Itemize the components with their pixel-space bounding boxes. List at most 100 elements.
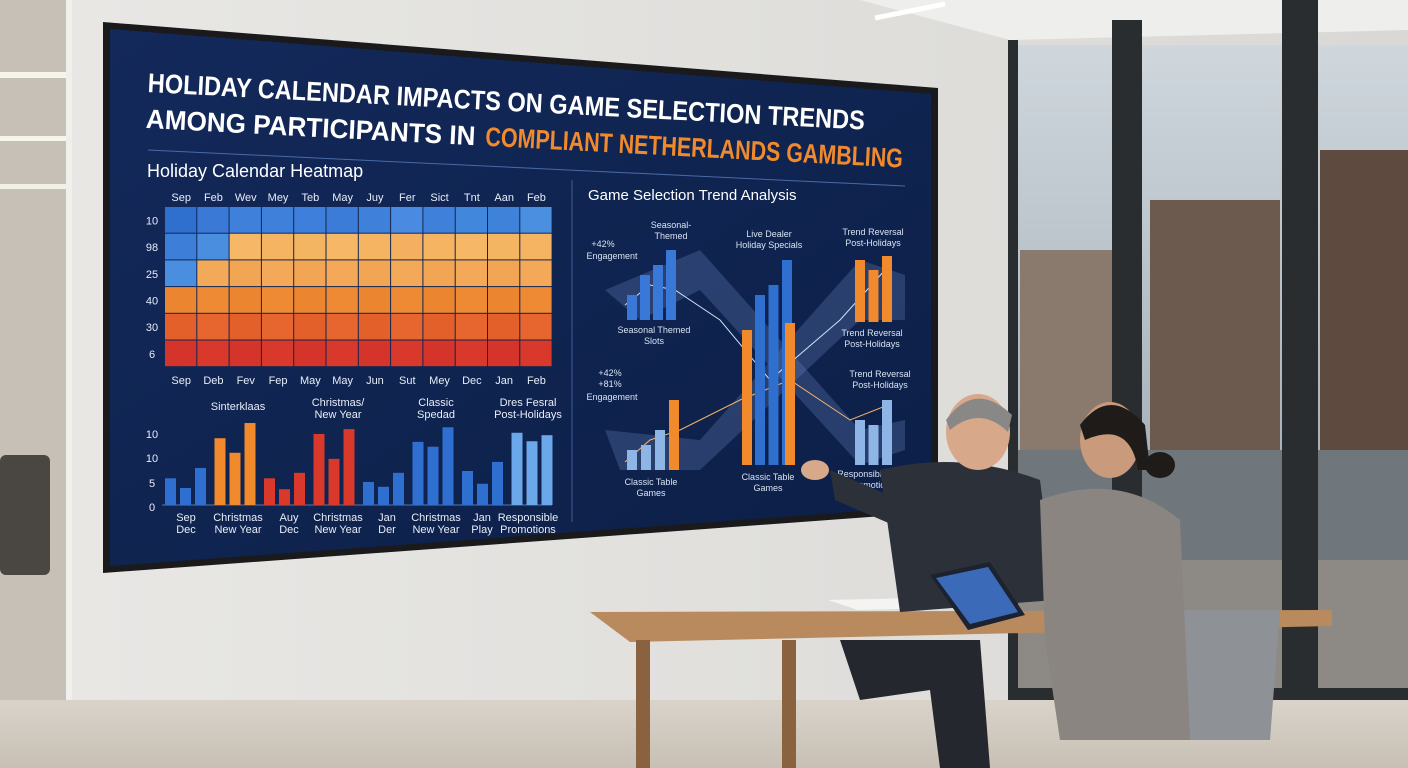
trend-bar xyxy=(669,400,679,470)
trend-bar xyxy=(868,425,879,465)
label: Sep xyxy=(176,512,196,524)
bar xyxy=(165,478,176,505)
bar xyxy=(180,488,191,505)
trend-line xyxy=(624,379,889,463)
heatmap-row-label: 6 xyxy=(149,349,155,361)
heatmap-cell xyxy=(488,340,520,367)
heatmap-cell xyxy=(455,287,487,313)
heatmap-cell xyxy=(294,260,326,287)
wall-edge xyxy=(66,0,72,768)
window-frame xyxy=(1008,40,1018,700)
label: Jan xyxy=(473,512,491,524)
heatmap-cell xyxy=(197,233,229,260)
label: Games xyxy=(636,488,666,498)
trend-bar xyxy=(641,445,651,470)
heatmap-cell xyxy=(520,260,552,287)
heatmap-col-label: Sep xyxy=(171,192,191,204)
heatmap-cell xyxy=(326,207,358,233)
trend-bar xyxy=(666,250,676,320)
label: Auy xyxy=(280,512,299,524)
table-leg xyxy=(782,640,796,768)
heatmap-cell xyxy=(197,260,229,287)
heatmap-cell xyxy=(391,287,423,313)
heatmap-row-label: 10 xyxy=(146,215,158,227)
heatmap-col-label: Feb xyxy=(527,192,546,204)
bar xyxy=(328,458,340,505)
heatmap-cell xyxy=(358,207,391,233)
heatmap-col-label: May xyxy=(332,375,353,387)
label: Christmas xyxy=(213,512,263,524)
heatmap-cell xyxy=(229,207,261,233)
heatmap-col-label: Sep xyxy=(171,375,191,387)
heatmap-cell xyxy=(197,207,229,233)
heatmap-cell xyxy=(197,340,229,367)
heatmap-cell xyxy=(326,260,358,287)
heatmap-col-label: Jun xyxy=(366,375,384,387)
man-arm xyxy=(830,470,905,530)
heatmap-cell xyxy=(165,340,197,367)
heatmap-col-label: Juy xyxy=(366,192,384,204)
heatmap-col-label: May xyxy=(300,375,321,387)
heatmap-cell xyxy=(358,233,391,260)
heatmap-col-label: Fev xyxy=(237,375,256,387)
label: Post-Holidays xyxy=(852,380,908,390)
heatmap-cell xyxy=(229,287,261,313)
heatmap-cell xyxy=(358,287,391,313)
heatmap-col-label: Dec xyxy=(462,375,482,387)
label: Classic Table xyxy=(742,472,795,482)
heatmap-col-label: Mey xyxy=(268,192,289,204)
label: Promotions xyxy=(500,524,556,536)
bar xyxy=(526,441,538,505)
heatmap-col-label: Wev xyxy=(235,192,257,204)
heatmap-row-label: 25 xyxy=(146,269,158,281)
heatmap-col-label: May xyxy=(332,192,353,204)
trend-ribbon xyxy=(605,250,905,465)
ceiling-light xyxy=(0,72,66,78)
heatmap-cell xyxy=(165,260,197,287)
label: Christmas xyxy=(411,512,461,524)
hallway xyxy=(0,0,68,768)
trend-bar xyxy=(882,256,892,322)
heatmap-cell xyxy=(488,313,520,340)
heatmap-cell xyxy=(261,233,294,260)
heatmap-cell xyxy=(391,340,423,367)
trend-bar xyxy=(742,330,752,465)
trend-bar xyxy=(768,285,779,465)
label: Games xyxy=(753,483,783,493)
heatmap-cell xyxy=(165,207,197,233)
heatmap-cell xyxy=(294,287,326,313)
bar xyxy=(313,433,325,505)
label: Trend Reversal xyxy=(841,328,902,338)
heatmap-cell xyxy=(391,313,423,340)
heatmap-cell xyxy=(391,260,423,287)
heatmap-cell xyxy=(520,313,552,340)
heatmap-row-label: 98 xyxy=(146,242,158,254)
bar xyxy=(492,461,503,505)
trend-bar xyxy=(655,430,665,470)
trend-bar xyxy=(640,275,650,320)
y-tick-label: 10 xyxy=(146,429,158,441)
trend-ribbon xyxy=(605,260,905,470)
building xyxy=(1320,150,1408,450)
heatmap-cell xyxy=(520,340,552,367)
label: Post-Holidays xyxy=(494,409,562,421)
heatmap-cell xyxy=(165,287,197,313)
heatmap-cell xyxy=(261,313,294,340)
bar xyxy=(541,435,553,505)
label: Christmas xyxy=(313,512,363,524)
heatmap-cell xyxy=(165,313,197,340)
heatmap-row-label: 40 xyxy=(146,295,158,307)
heatmap-row-label: 30 xyxy=(146,322,158,334)
heatmap-cell xyxy=(358,340,391,367)
ceiling-light xyxy=(874,1,946,21)
heatmap-col-label: Aan xyxy=(494,192,514,204)
heatmap-cell xyxy=(423,207,455,233)
bar xyxy=(462,471,473,505)
heatmap-cell xyxy=(229,340,261,367)
trend-bar xyxy=(653,265,663,320)
label: Trend Reversal xyxy=(842,227,903,237)
bar xyxy=(427,446,439,505)
woman-hair xyxy=(1080,405,1150,470)
